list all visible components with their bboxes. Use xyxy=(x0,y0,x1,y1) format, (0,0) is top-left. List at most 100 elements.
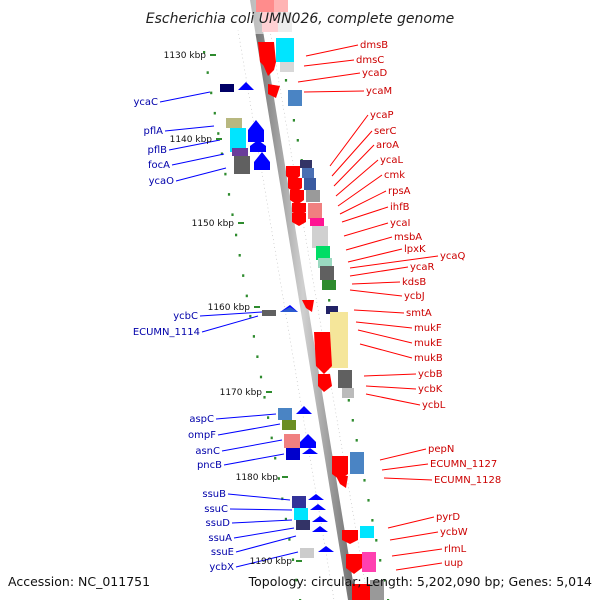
gene-label-reverse: ompF xyxy=(188,430,216,441)
label-leader-lines xyxy=(159,44,443,571)
leader-line xyxy=(359,343,413,359)
tick-dot xyxy=(267,416,270,419)
leader-line xyxy=(395,562,443,571)
leader-line xyxy=(341,206,389,223)
leader-line xyxy=(391,548,443,557)
leader-line xyxy=(229,508,293,511)
leader-line xyxy=(231,519,293,524)
forward-gene-labels: dmsB dmsC ycaD ycaM ycaP serC aroA ycaL cmk rpsA i… xyxy=(356,40,501,569)
leader-line xyxy=(339,190,387,215)
leader-line xyxy=(335,159,379,197)
tick-label: 1170 kbp xyxy=(220,388,263,398)
gene-label-forward: kdsB xyxy=(402,277,426,288)
leader-line xyxy=(365,385,417,390)
leader-line xyxy=(351,281,401,285)
tick-dot xyxy=(263,396,266,399)
tick-dot xyxy=(367,499,370,502)
reverse-gene-labels: ycaC pflA pflB focA ycaO ycbC ECUMN_1114 aspC om… xyxy=(133,97,234,573)
gene-label-forward: ECUMN_1128 xyxy=(434,475,501,486)
gene-label-forward: aroA xyxy=(376,140,399,151)
gene-label-forward: ycaD xyxy=(362,68,388,79)
tick-dot xyxy=(277,477,280,480)
tick-label: 1150 kbp xyxy=(192,219,235,229)
gene-label-forward: lpxK xyxy=(404,244,426,255)
tick-dot xyxy=(210,91,213,95)
gene-label-forward: ycaL xyxy=(380,155,404,166)
leader-line xyxy=(233,527,295,539)
tick-label: 1130 kbp xyxy=(164,51,207,61)
leader-line xyxy=(355,321,413,329)
gene-label-forward: ycaI xyxy=(390,218,411,229)
leader-line xyxy=(357,329,413,344)
gene-label-forward: rpsA xyxy=(388,186,411,197)
tick-dot xyxy=(371,519,374,522)
leader-line xyxy=(353,309,405,314)
tick-dot xyxy=(217,132,220,135)
leader-line xyxy=(347,248,403,263)
gene-label-forward: msbA xyxy=(394,232,422,243)
leader-line xyxy=(171,153,225,166)
gene-label-reverse: ssuA xyxy=(208,533,232,544)
tick-dot xyxy=(238,254,241,257)
tick-label: 1160 kbp xyxy=(208,303,251,313)
gene-label-forward: rlmL xyxy=(444,544,467,555)
gene-label-reverse: asnC xyxy=(195,446,220,457)
map-title: Escherichia coli UMN026, complete genome xyxy=(146,11,454,27)
gene-label-forward: ycaR xyxy=(410,262,435,273)
leader-line xyxy=(227,493,291,501)
tick-dot xyxy=(295,578,298,582)
leader-line xyxy=(381,463,429,471)
gene-label-forward: ycbL xyxy=(422,400,446,411)
tick-dot xyxy=(249,314,252,318)
tick-label: 1190 kbp xyxy=(250,557,293,567)
gene-label-forward: mukE xyxy=(414,338,442,349)
gene-label-reverse: ssuC xyxy=(204,504,228,515)
leader-line xyxy=(389,531,439,541)
leader-line xyxy=(175,167,227,182)
tick-dot xyxy=(288,538,291,541)
leader-line xyxy=(303,59,355,67)
leader-line xyxy=(159,91,211,103)
tick-dot xyxy=(284,517,287,521)
leader-line xyxy=(349,289,403,297)
tick-dot xyxy=(291,558,295,561)
leader-line xyxy=(349,255,439,269)
gene-label-forward: mukF xyxy=(414,323,442,334)
tick-dot xyxy=(245,294,248,298)
gene-label-forward: pyrD xyxy=(436,512,460,523)
leader-line xyxy=(333,144,375,187)
leader-line xyxy=(329,114,369,167)
accession-text: Accession: NC_011751 xyxy=(8,574,150,589)
leader-line xyxy=(387,516,435,529)
tick-dot xyxy=(284,79,288,82)
leader-line xyxy=(337,174,383,207)
gene-label-forward: ycbB xyxy=(418,369,443,380)
tick-dot xyxy=(235,233,238,237)
tick-dot xyxy=(355,439,358,442)
tick-label: 1180 kbp xyxy=(236,473,279,483)
gene-label-reverse: ssuD xyxy=(206,518,231,529)
tick-dot xyxy=(259,375,263,379)
tick-dot xyxy=(231,213,234,216)
leader-line xyxy=(235,535,297,553)
gene-label-forward: ycbK xyxy=(418,384,443,395)
gene-label-forward: ycbJ xyxy=(404,291,425,302)
gene-label-forward: smtA xyxy=(406,308,432,319)
reverse-genes xyxy=(220,82,334,558)
tick-dot xyxy=(206,71,209,74)
tick-labels: 1130 kbp 1140 kbp 1150 kbp 1160 kbp 1170 kbp… xyxy=(164,51,302,567)
gene-label-forward: serC xyxy=(374,126,396,137)
gene-label-forward: ycaQ xyxy=(440,251,466,262)
leader-line xyxy=(223,453,285,466)
tick-dot xyxy=(270,436,273,440)
gene-label-forward: uup xyxy=(444,558,463,569)
tick-dot xyxy=(203,51,206,54)
tick-dot xyxy=(274,456,277,460)
gene-label-reverse: pncB xyxy=(197,460,222,471)
leader-line xyxy=(331,130,373,177)
gene-label-reverse: aspC xyxy=(189,414,214,425)
tick-dot xyxy=(363,479,366,482)
tick-dot xyxy=(252,335,255,338)
gene-label-forward: dmsB xyxy=(360,40,388,51)
